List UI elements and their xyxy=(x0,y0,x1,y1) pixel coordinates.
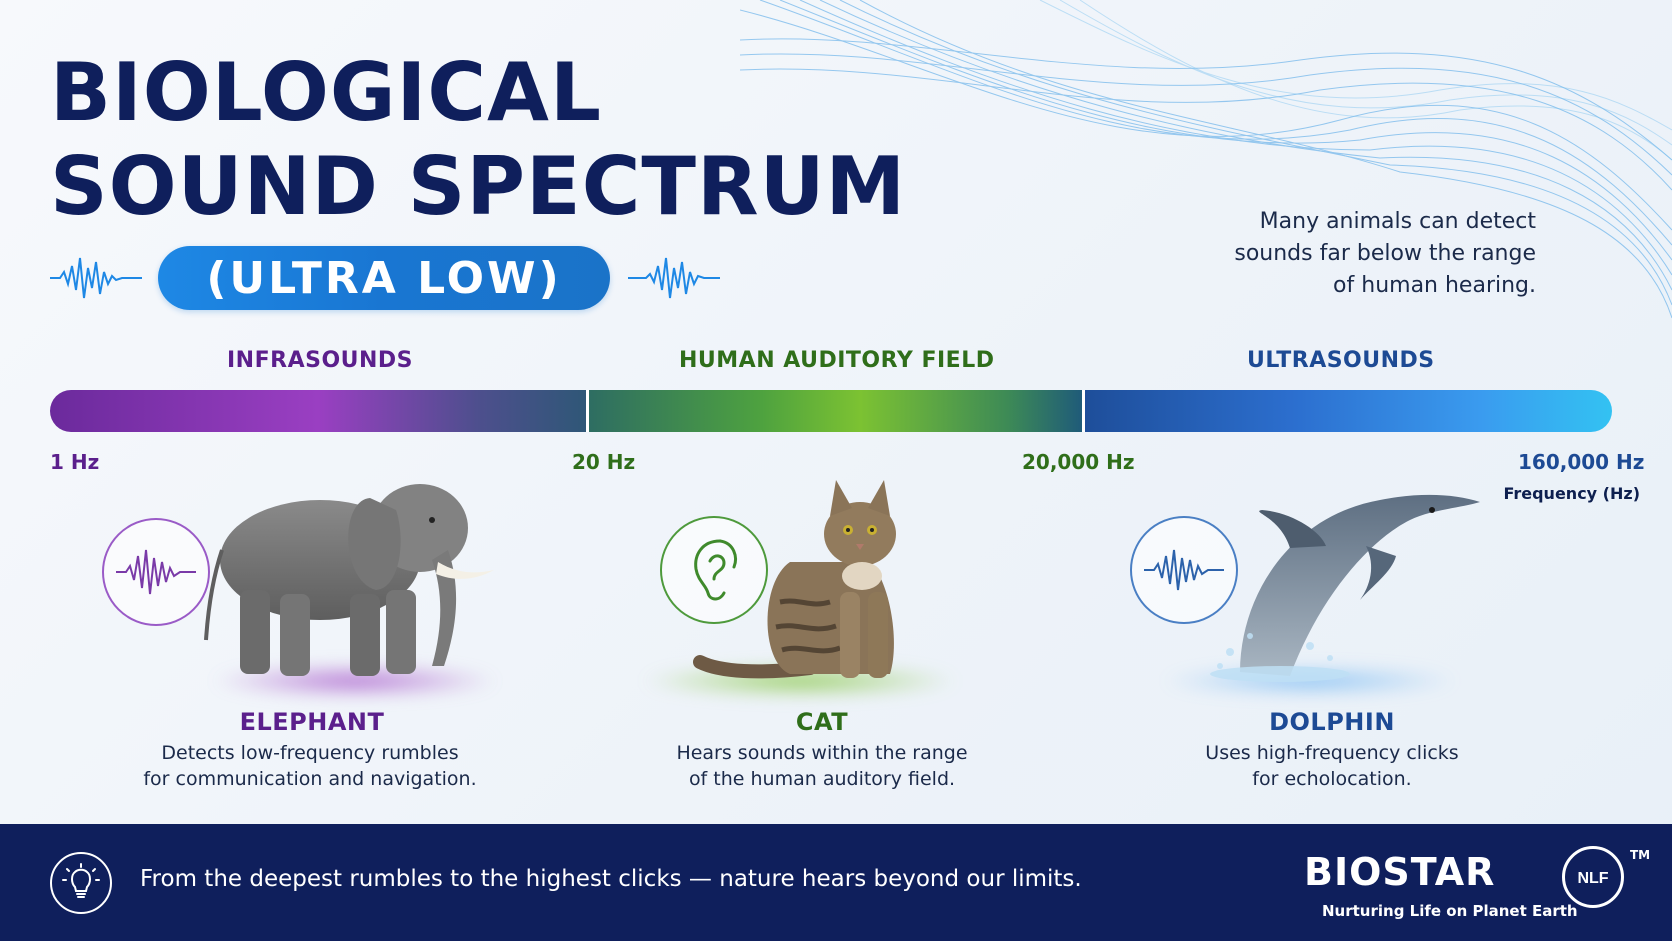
region-label-human-auditory-field: HUMAN AUDITORY FIELD xyxy=(679,348,995,373)
footer-bar xyxy=(0,824,1672,941)
footer-message: From the deepest rumbles to the highest … xyxy=(140,866,1082,892)
frequency-axis-unit: Frequency (Hz) xyxy=(1503,484,1640,503)
animal-name-dolphin: DOLPHIN xyxy=(1269,708,1395,736)
region-label-ultrasounds: ULTRASOUNDS xyxy=(1247,348,1435,373)
desc-line: Hears sounds within the range xyxy=(676,742,968,764)
spectrum-segment-human xyxy=(586,390,1082,432)
animal-name-cat: CAT xyxy=(795,708,849,736)
brand-logo: BIOSTAR xyxy=(1304,850,1496,894)
brand-tagline: Nurturing Life on Planet Earth xyxy=(1322,902,1578,920)
spectrum-segment-ultrasounds xyxy=(1082,390,1612,432)
elephant-image xyxy=(204,484,494,676)
sound-wave-icon xyxy=(50,257,142,299)
dolphin-image xyxy=(1210,494,1480,682)
sound-wave-icon xyxy=(628,257,720,299)
region-label-infrasounds: INFRASOUNDS xyxy=(227,348,414,373)
sound-wave-icon xyxy=(1130,516,1238,624)
desc-line: Uses high-frequency clicks xyxy=(1205,742,1459,764)
tick-label: 160,000 Hz xyxy=(1518,450,1645,474)
animal-desc-cat: Hears sounds within the range of the hum… xyxy=(642,740,1002,792)
animal-name-elephant: ELEPHANT xyxy=(239,708,385,736)
desc-line: of the human auditory field. xyxy=(688,768,956,790)
tick-label: 1 Hz xyxy=(50,450,100,474)
desc-line: Detects low-frequency rumbles xyxy=(161,742,459,764)
sound-wave-icon xyxy=(102,518,210,626)
decorative-waves xyxy=(740,0,1672,319)
desc-line: for echolocation. xyxy=(1252,768,1412,790)
svg-text:NLF: NLF xyxy=(1577,870,1608,887)
tick-label: 20,000 Hz xyxy=(1022,450,1135,474)
cat-image xyxy=(693,480,896,679)
lightbulb-icon xyxy=(50,852,112,914)
brand-seal-logo: NLF xyxy=(1562,846,1624,908)
tick-label: 20 Hz xyxy=(572,450,636,474)
page-title: BIOLOGICAL SOUND SPECTRUM xyxy=(50,46,906,234)
frequency-spectrum-bar xyxy=(50,390,1612,432)
trademark-mark: TM xyxy=(1630,848,1651,862)
title-line-1: BIOLOGICAL xyxy=(50,46,602,139)
desc-line: for communication and navigation. xyxy=(143,768,477,790)
animal-desc-elephant: Detects low-frequency rumbles for commun… xyxy=(130,740,490,792)
title-line-2: SOUND SPECTRUM xyxy=(50,140,907,233)
spectrum-segment-infrasounds xyxy=(50,390,586,432)
subtitle-badge: (ULTRA LOW) xyxy=(158,246,610,310)
animal-desc-dolphin: Uses high-frequency clicks for echolocat… xyxy=(1152,740,1512,792)
intro-text: Many animals can detect sounds far below… xyxy=(1234,209,1536,298)
ear-icon xyxy=(660,516,768,624)
